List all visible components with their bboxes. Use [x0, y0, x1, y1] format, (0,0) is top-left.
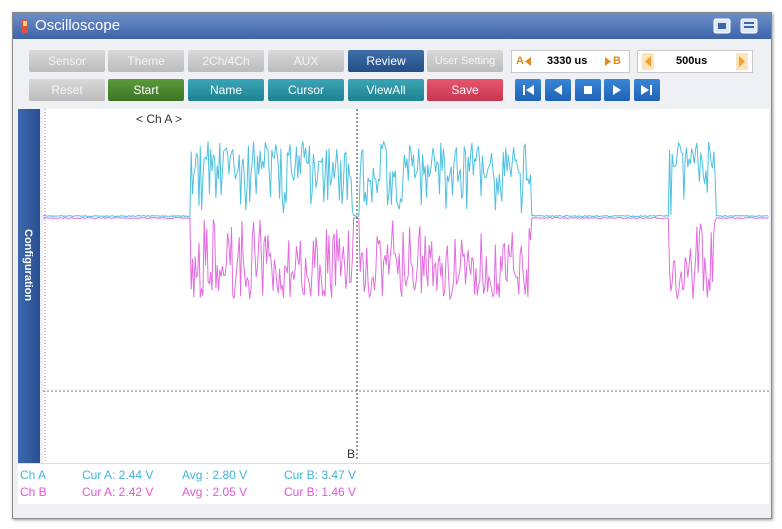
arrow [605, 57, 611, 66]
playback-button[interactable] [515, 79, 541, 101]
readout-cur-a: Cur A: 2.44 V [82, 468, 154, 482]
toolbar-button[interactable]: Cursor [268, 79, 344, 101]
toolbar-button[interactable]: 2Ch/4Ch [188, 50, 264, 72]
toolbar-button[interactable]: Theme [108, 50, 184, 72]
window-controls[interactable] [713, 18, 763, 34]
readout-avg: Avg : 2.05 V [182, 485, 248, 499]
playback-button[interactable] [604, 79, 630, 101]
readout-channel: Ch B [20, 485, 47, 499]
cursor-a-marker: A [516, 55, 524, 67]
readout-cur-a: Cur A: 2.42 V [82, 485, 154, 499]
toolbar-button[interactable]: Save [427, 79, 503, 101]
timebase-up[interactable] [736, 53, 748, 70]
timebase: 500us [676, 55, 708, 67]
timebase-box[interactable]: 500us [637, 50, 753, 73]
playback-button[interactable] [575, 79, 601, 101]
cursor-time: 3330 us [547, 55, 588, 67]
toolbar-button[interactable]: Name [188, 79, 264, 101]
toolbar-button[interactable]: Start [108, 79, 184, 101]
timebase-down[interactable] [642, 53, 654, 70]
toolbar-button[interactable]: Review [348, 50, 424, 72]
readout-panel: Ch A Cur A: 2.44 V Avg : 2.80 V Cur B: 3.47… [18, 463, 769, 504]
arrow [525, 57, 531, 66]
cursor-time-box[interactable]: A 3330 us B [511, 50, 630, 73]
toolbar-button[interactable]: AUX [268, 50, 344, 72]
toolbar-button[interactable]: User Setting [427, 50, 503, 72]
playback-button[interactable] [634, 79, 660, 101]
scope-plot: < Ch A > B [43, 109, 769, 463]
app-icon [22, 19, 28, 33]
readout-cur-b: Cur B: 1.46 V [284, 485, 357, 499]
oscilloscope-window: Oscilloscope A 3330 us B 500us Configura… [12, 12, 772, 519]
toolbar-button[interactable]: Reset [29, 79, 105, 101]
playback-button[interactable] [545, 79, 571, 101]
configuration-panel[interactable]: Configuration [18, 109, 40, 463]
toolbar-button[interactable]: ViewAll [348, 79, 424, 101]
window-title: Oscilloscope [35, 17, 121, 34]
channel-label: < Ch A > [136, 112, 182, 126]
cursor-b-marker: B [613, 55, 621, 67]
cursor-label: B [347, 447, 355, 461]
side-panel-label: Configuration [22, 229, 34, 302]
waveform-trace [43, 141, 769, 218]
readout-channel: Ch A [20, 468, 47, 482]
toolbar-button[interactable]: Sensor [29, 50, 105, 72]
readout-cur-b: Cur B: 3.47 V [284, 468, 357, 482]
waveform-trace [43, 216, 769, 301]
readout-avg: Avg : 2.80 V [182, 468, 248, 482]
title-bar: Oscilloscope [13, 13, 771, 39]
